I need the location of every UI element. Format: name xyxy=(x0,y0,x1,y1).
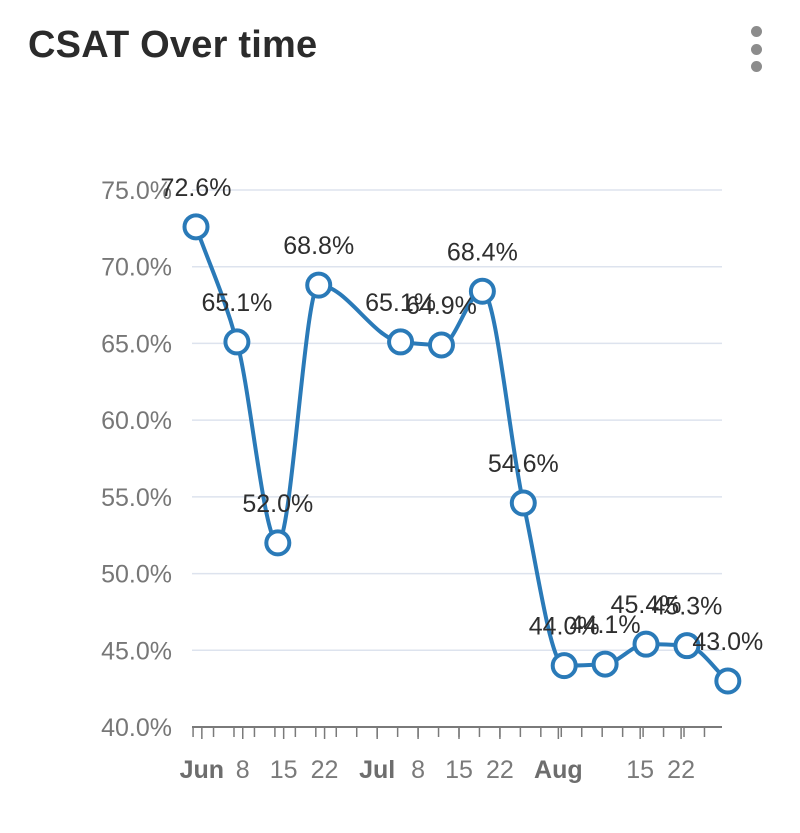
more-vertical-icon-dot xyxy=(750,43,762,55)
y-tick-label: 40.0% xyxy=(101,714,172,742)
x-tick-label: 15 xyxy=(270,756,298,784)
x-tick-label: Jun xyxy=(180,756,224,784)
data-point xyxy=(305,271,333,299)
data-label: 45.4% xyxy=(611,591,682,619)
data-point xyxy=(223,328,251,356)
data-point xyxy=(591,650,619,678)
x-tick-label: Jul xyxy=(359,756,395,784)
x-tick-label: 15 xyxy=(626,756,654,784)
data-point xyxy=(182,213,210,241)
x-tick-label: 22 xyxy=(311,756,339,784)
x-tick-label: 8 xyxy=(411,756,425,784)
data-label: 45.3% xyxy=(651,593,722,621)
y-tick-label: 65.0% xyxy=(101,330,172,358)
y-tick-label: 70.0% xyxy=(101,254,172,282)
y-tick-label: 50.0% xyxy=(101,561,172,589)
series-line xyxy=(194,226,730,683)
x-tick-label: 22 xyxy=(667,756,695,784)
data-point xyxy=(632,630,660,658)
x-tick-label: 22 xyxy=(486,756,514,784)
data-label: 44.0% xyxy=(529,613,600,641)
more-vertical-icon xyxy=(750,26,762,37)
x-tick-label: 15 xyxy=(445,756,473,784)
x-tick-label: 8 xyxy=(236,756,250,784)
data-point xyxy=(550,652,578,680)
data-point xyxy=(673,632,701,660)
y-tick-label: 45.0% xyxy=(101,637,172,665)
data-point xyxy=(264,529,292,557)
y-tick-label: 75.0% xyxy=(101,177,172,205)
data-point xyxy=(387,328,415,356)
data-label: 52.0% xyxy=(242,490,313,518)
data-label: 65.1% xyxy=(365,289,436,317)
data-label: 54.6% xyxy=(488,450,559,478)
y-tick-label: 60.0% xyxy=(101,407,172,435)
data-label: 68.4% xyxy=(447,238,518,266)
data-label: 43.0% xyxy=(692,628,763,656)
data-point xyxy=(509,489,537,517)
data-label: 64.9% xyxy=(406,292,477,320)
data-point xyxy=(468,277,496,305)
more-options-button[interactable] xyxy=(738,24,774,74)
x-tick-label: Aug xyxy=(534,756,583,784)
chart-title: CSAT Over time xyxy=(28,24,318,66)
more-vertical-icon-dot xyxy=(750,61,762,72)
y-tick-label: 55.0% xyxy=(101,484,172,512)
data-label: 72.6% xyxy=(161,174,232,202)
data-label: 68.8% xyxy=(283,232,354,260)
data-point xyxy=(714,667,742,695)
data-label: 65.1% xyxy=(201,289,272,317)
data-label: 44.1% xyxy=(570,611,641,639)
data-point xyxy=(427,331,455,359)
